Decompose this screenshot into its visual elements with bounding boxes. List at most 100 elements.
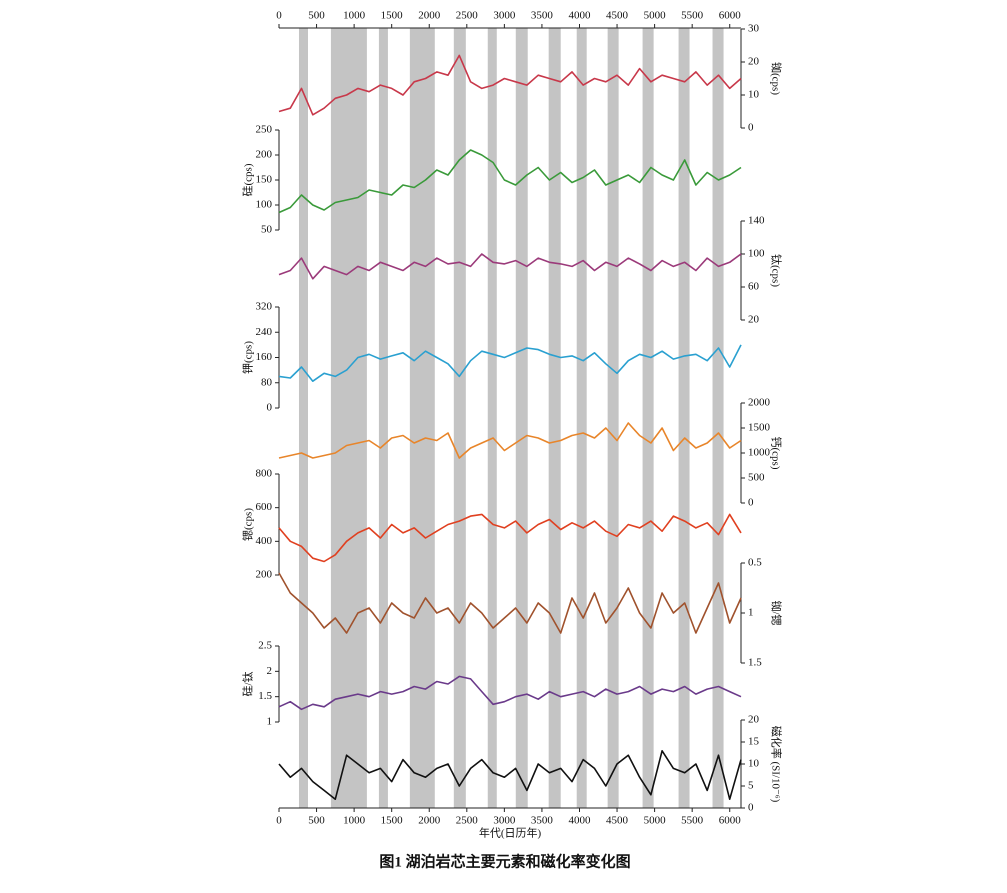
x-tick-label: 500 [308, 815, 325, 827]
y-tick-label: 50 [261, 224, 273, 236]
x-tick-label: 2500 [456, 815, 479, 827]
x-tick-label: 2000 [418, 815, 441, 827]
y-tick-label: 1 [748, 607, 754, 619]
y-tick-label: 240 [256, 326, 273, 338]
shaded-interval [330, 28, 367, 808]
shaded-interval [515, 28, 528, 808]
series-line [278, 253, 742, 280]
x-tick-label: 2000 [418, 10, 441, 22]
y-tick-label: 140 [748, 215, 765, 227]
shaded-interval [378, 28, 388, 808]
y-tick-label: 30 [748, 23, 760, 35]
shaded-interval [642, 28, 654, 808]
y-tick-label: 20 [748, 56, 760, 68]
shaded-interval [607, 28, 619, 808]
shaded-interval [678, 28, 690, 808]
x-tick-label: 5500 [681, 10, 704, 22]
x-tick-label: 5500 [681, 815, 704, 827]
y-tick-label: 60 [748, 281, 760, 293]
x-tick-label: 4000 [568, 815, 591, 827]
y-axis-label: 硅(cps) [242, 163, 255, 196]
series-line [278, 513, 742, 563]
x-tick-label: 1000 [343, 815, 366, 827]
y-tick-label: 10 [748, 758, 760, 770]
x-tick-label: 6000 [719, 10, 742, 22]
x-tick-label: 500 [308, 10, 325, 22]
y-axis-label: 硅/钛 [241, 671, 255, 696]
y-tick-label: 800 [256, 468, 273, 480]
x-tick-label: 4000 [568, 10, 591, 22]
y-axis-label: 锶(cps) [241, 508, 255, 541]
y-tick-label: 160 [256, 351, 273, 363]
x-tick-label: 6000 [719, 815, 742, 827]
y-tick-label: 150 [256, 174, 273, 186]
shaded-interval [712, 28, 724, 808]
x-tick-label: 0 [276, 10, 282, 22]
shaded-interval [576, 28, 587, 808]
y-tick-label: 1.5 [748, 657, 762, 669]
x-tick-label: 3000 [493, 10, 516, 22]
y-tick-label: 0 [748, 802, 754, 814]
y-tick-label: 20 [748, 314, 760, 326]
y-tick-label: 1500 [748, 422, 771, 434]
shaded-interval [548, 28, 561, 808]
chart-title: 图1 湖泊岩芯主要元素和磁化率变化图 [379, 852, 630, 870]
x-tick-label: 3500 [531, 10, 554, 22]
series-line [278, 572, 742, 634]
y-tick-label: 0.5 [748, 557, 762, 569]
series-line [278, 344, 742, 382]
x-tick-label: 4500 [606, 815, 629, 827]
y-tick-label: 80 [261, 376, 273, 388]
shaded-interval [487, 28, 497, 808]
y-tick-label: 100 [748, 248, 765, 260]
shaded-interval [453, 28, 466, 808]
x-axis-label: 年代(日历年) [479, 826, 542, 840]
x-tick-label: 5000 [644, 10, 667, 22]
y-tick-label: 0 [748, 122, 754, 134]
y-tick-label: 320 [256, 301, 273, 313]
y-tick-label: 100 [256, 199, 273, 211]
shaded-interval [409, 28, 435, 808]
y-tick-label: 2 [267, 665, 273, 677]
y-axis-label: 铷/锶 [769, 600, 783, 625]
y-tick-label: 600 [256, 501, 273, 513]
x-tick-label: 1000 [343, 10, 366, 22]
y-tick-label: 400 [256, 535, 273, 547]
y-axis-label: 钛(cps) [769, 254, 783, 287]
y-tick-label: 5 [748, 780, 754, 792]
y-axis-label: 钾(cps) [241, 341, 255, 374]
y-tick-label: 10 [748, 89, 760, 101]
y-tick-label: 250 [256, 124, 273, 136]
series-line [278, 750, 742, 800]
x-tick-label: 3500 [531, 815, 554, 827]
y-tick-label: 500 [748, 472, 765, 484]
y-axis-label: 钙(cps) [769, 437, 783, 470]
x-tick-label: 5000 [644, 815, 667, 827]
x-tick-label: 2500 [456, 10, 479, 22]
y-tick-label: 1.5 [258, 690, 272, 702]
x-tick-label: 1500 [381, 10, 404, 22]
series-line [278, 675, 742, 711]
y-tick-label: 1000 [748, 447, 771, 459]
shaded-interval [298, 28, 308, 808]
y-tick-label: 2.5 [258, 640, 272, 652]
x-tick-label: 1500 [381, 815, 404, 827]
y-axis-label: 铷(cps) [769, 62, 783, 95]
y-tick-label: 15 [748, 736, 760, 748]
x-tick-label: 0 [276, 815, 282, 827]
y-tick-label: 0 [267, 402, 273, 414]
y-tick-label: 200 [256, 149, 273, 161]
x-tick-label: 4500 [606, 10, 629, 22]
y-tick-label: 2000 [748, 397, 771, 409]
y-tick-label: 20 [748, 714, 760, 726]
series-line [278, 54, 742, 116]
series-line [278, 422, 742, 459]
y-tick-label: 1 [267, 716, 273, 728]
y-tick-label: 0 [748, 497, 754, 509]
series-line [278, 149, 742, 214]
y-tick-label: 200 [256, 569, 273, 581]
x-tick-label: 3000 [493, 815, 516, 827]
y-axis-label: 磁化率 (SI/10⁻⁶) [769, 726, 783, 803]
